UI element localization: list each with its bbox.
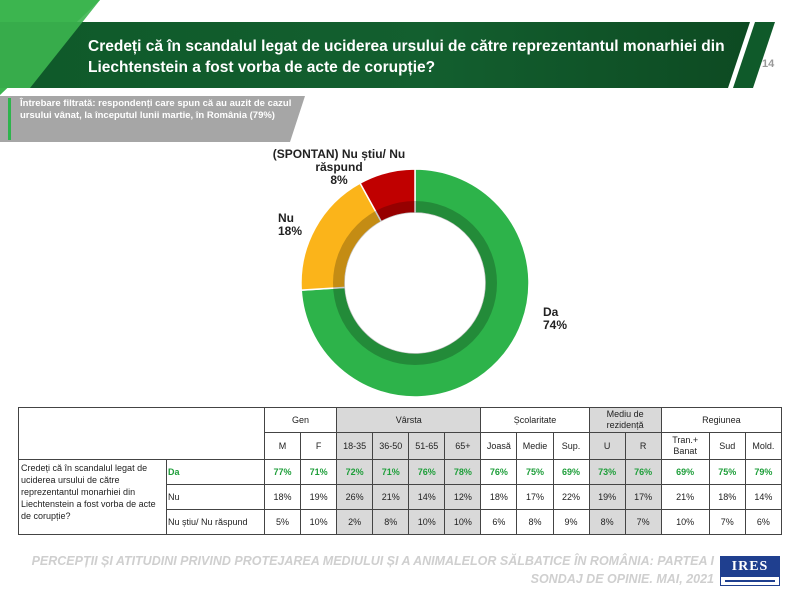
col-header: 65+ <box>444 432 482 460</box>
crosstab-table: Gen Vârsta Școlaritate Mediu de rezidenț… <box>18 407 783 535</box>
table-corner <box>18 407 265 460</box>
filter-note-text: Întrebare filtrată: respondenți care spu… <box>20 98 292 121</box>
table-cell: 69% <box>660 459 710 485</box>
table-cell: 19% <box>588 484 626 510</box>
table-cell: 14% <box>744 484 783 510</box>
table-cell: 73% <box>588 459 626 485</box>
table-cell: 71% <box>372 459 410 485</box>
table-cell: 75% <box>516 459 554 485</box>
table-cell: 79% <box>744 459 783 485</box>
table-cell: 72% <box>336 459 374 485</box>
table-cell: 78% <box>444 459 482 485</box>
table-cell: 17% <box>516 484 554 510</box>
label-da-name: Da <box>543 305 559 319</box>
ires-logo-text: IRES <box>721 557 779 577</box>
table-cell: 5% <box>263 509 302 535</box>
table-cell: 76% <box>408 459 446 485</box>
col-header: 36-50 <box>372 432 410 460</box>
page-title: Credeți că în scandalul legat de ucidere… <box>88 38 725 76</box>
table-cell: 18% <box>480 484 518 510</box>
table-cell: 76% <box>480 459 518 485</box>
row-label: Da <box>166 459 265 485</box>
row-label: Nu <box>166 484 265 510</box>
table-cell: 8% <box>588 509 626 535</box>
group-scolaritate: Școlaritate <box>480 407 590 433</box>
group-gen: Gen <box>263 407 338 433</box>
table-cell: 26% <box>336 484 374 510</box>
header-banner <box>0 0 775 95</box>
table-cell: 9% <box>552 509 590 535</box>
table-cell: 71% <box>300 459 338 485</box>
label-nu-stiu: (SPONTAN) Nu știu/ Nu răspund 8% <box>264 148 414 187</box>
group-header-row: Gen Vârsta Școlaritate Mediu de rezidenț… <box>18 407 783 460</box>
table-cell: 7% <box>708 509 746 535</box>
table-cell: 21% <box>372 484 410 510</box>
label-nu: Nu 18% <box>278 212 302 238</box>
table-cell: 17% <box>624 484 662 510</box>
table-cell: 75% <box>708 459 746 485</box>
label-nu-stiu-value: 8% <box>330 173 348 187</box>
filter-note-box <box>0 96 305 142</box>
table-cell: 21% <box>660 484 710 510</box>
table-cell: 69% <box>552 459 590 485</box>
footer-subtitle: SONDAJ DE OPINIE. MAI, 2021 <box>530 572 714 586</box>
col-header: Sud <box>708 432 746 460</box>
table-cell: 76% <box>624 459 662 485</box>
table-cell: 10% <box>408 509 446 535</box>
footer-title: PERCEPȚII ȘI ATITUDINI PRIVIND PROTEJARE… <box>31 554 714 568</box>
table-row: Nu 18% 19% 26% 21% 14% 12% 18% 17% 22% 19% 17% 21% 18… <box>19 484 783 510</box>
table-cell: 8% <box>372 509 410 535</box>
table-cell: 10% <box>660 509 710 535</box>
donut-inner-shade <box>333 201 497 365</box>
table-cell: 2% <box>336 509 374 535</box>
col-header: Medie <box>516 432 554 460</box>
table-cell: 18% <box>708 484 746 510</box>
table-cell: 7% <box>624 509 662 535</box>
table-cell: 6% <box>744 509 783 535</box>
col-header: R <box>624 432 662 460</box>
group-mediu: Mediu de rezidență <box>588 407 662 433</box>
label-da: Da 74% <box>543 306 567 332</box>
col-header: 51-65 <box>408 432 446 460</box>
page-number: 14 <box>762 58 775 70</box>
table-cell: 18% <box>263 484 302 510</box>
table-cell: 14% <box>408 484 446 510</box>
label-nu-name: Nu <box>278 211 294 225</box>
table-cell: 77% <box>263 459 302 485</box>
group-varsta: Vârsta <box>336 407 482 433</box>
table-cell: 10% <box>300 509 338 535</box>
ires-logo: IRES <box>720 556 780 586</box>
label-da-value: 74% <box>543 318 568 332</box>
table-cell: 8% <box>516 509 554 535</box>
group-regiunea: Regiunea <box>660 407 783 433</box>
column-header-row: M F 18-35 36-50 51-65 65+ Joasă Medie Su… <box>19 432 783 460</box>
col-header: Tran.+ Banat <box>660 432 710 460</box>
col-header: U <box>588 432 626 460</box>
col-header: F <box>300 432 338 460</box>
table-cell: 10% <box>444 509 482 535</box>
table-body: Credeți că în scandalul legat de ucidere… <box>18 459 783 535</box>
label-nu-stiu-name: (SPONTAN) Nu știu/ Nu răspund <box>272 147 406 174</box>
col-header: Mold. <box>744 432 783 460</box>
table-cell: 12% <box>444 484 482 510</box>
table-cell: 22% <box>552 484 590 510</box>
table-cell: 6% <box>480 509 518 535</box>
col-header: Sup. <box>552 432 590 460</box>
row-label: Nu știu/ Nu răspund <box>166 509 265 535</box>
label-nu-value: 18% <box>278 224 303 238</box>
col-header: Joasă <box>480 432 518 460</box>
col-header: M <box>263 432 302 460</box>
col-header: 18-35 <box>336 432 374 460</box>
table-row: Credeți că în scandalul legat de ucidere… <box>18 459 783 535</box>
table-row: Nu știu/ Nu răspund 5% 10% 2% 8% 10% 10% 6% 8% 9%… <box>19 509 783 535</box>
donut-hole <box>345 213 485 353</box>
donut-chart <box>300 168 530 398</box>
question-cell: Credeți că în scandalul legat de ucidere… <box>18 459 167 535</box>
table-cell: 19% <box>300 484 338 510</box>
